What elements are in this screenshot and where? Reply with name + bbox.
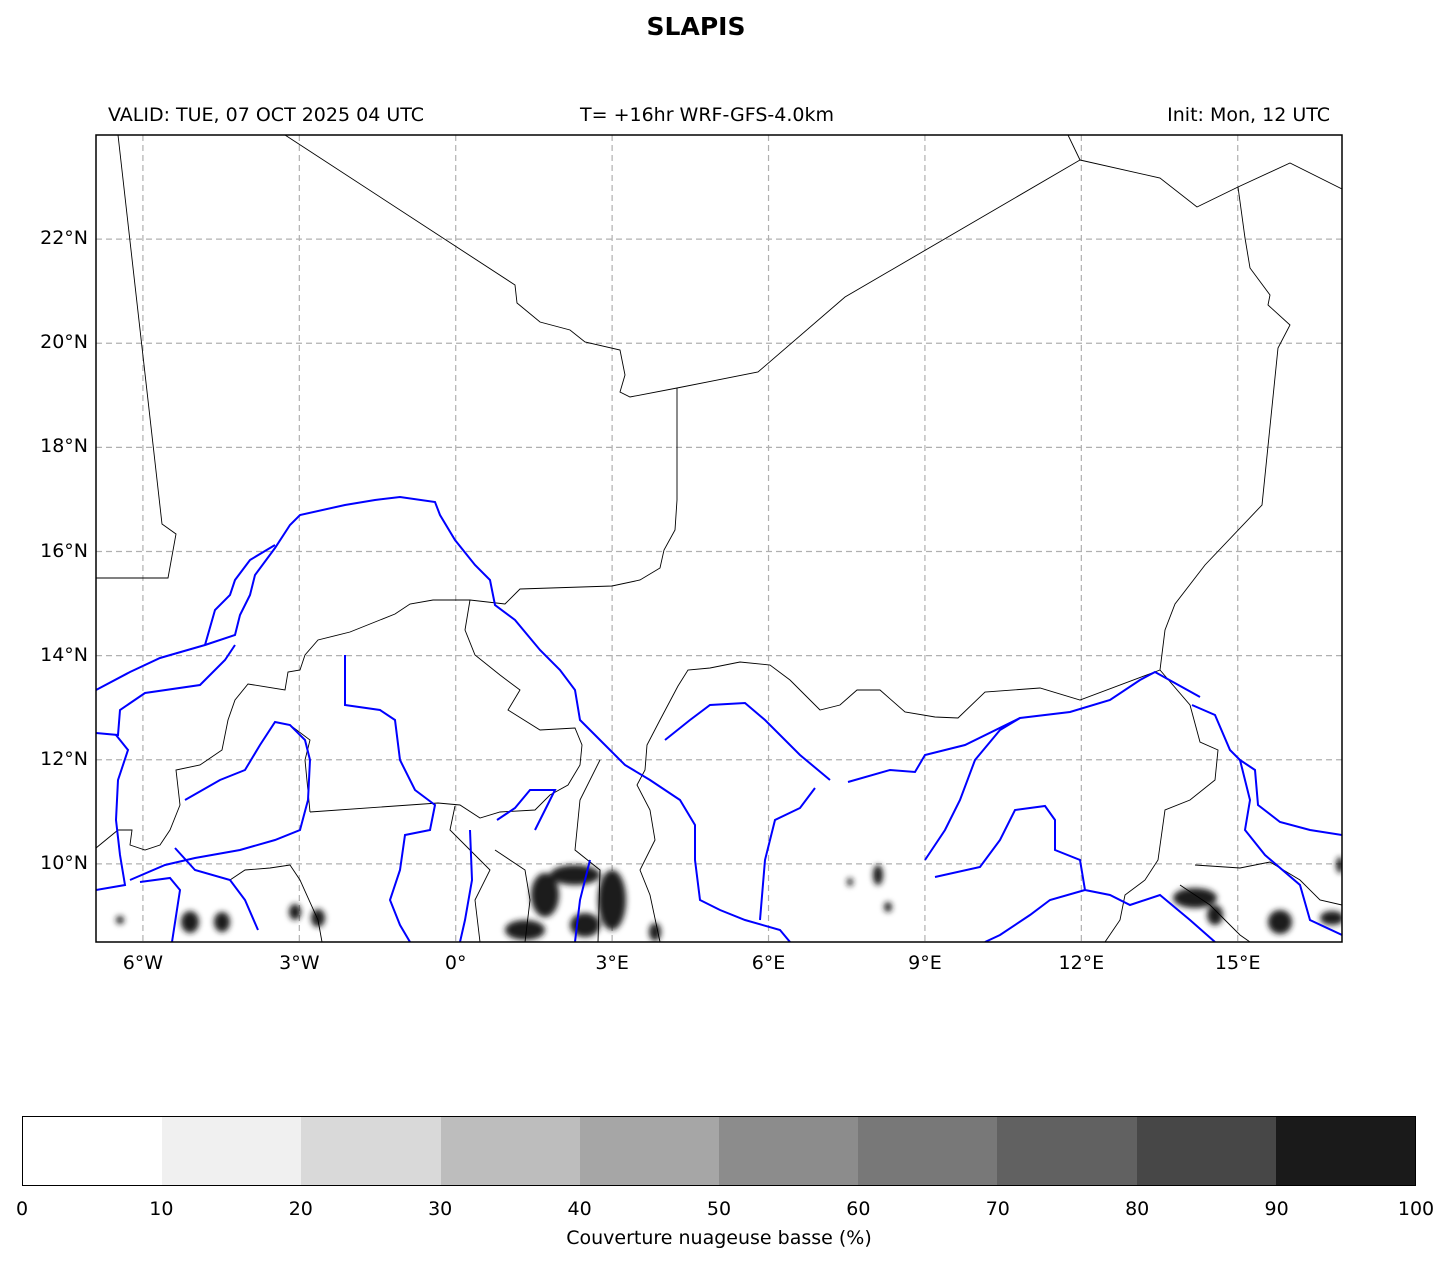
colorbar-tick-label: 50 (706, 1198, 732, 1220)
lon-tick-label: 0° (444, 952, 467, 974)
colorbar-bin (719, 1117, 859, 1185)
colorbar-tick-label: 100 (1397, 1198, 1435, 1220)
colorbar-bin (1136, 1117, 1276, 1185)
lon-tick-label: 3°E (595, 952, 629, 974)
colorbar-tick-label: 70 (985, 1198, 1010, 1220)
colorbar-bin (23, 1117, 163, 1185)
country-borders (96, 135, 1342, 942)
colorbar-tick-label: 30 (428, 1198, 453, 1220)
rivers (96, 495, 1342, 942)
map-title: SLAPIS (646, 12, 746, 41)
lon-tick-label: 12°E (1058, 952, 1105, 974)
lon-tick-label: 6°E (751, 952, 786, 974)
colorbar-tick-label: 80 (1125, 1198, 1150, 1220)
colorbar-tick-label: 60 (846, 1198, 871, 1220)
lat-tick-label: 22°N (40, 227, 88, 250)
colorbar (22, 1116, 1416, 1186)
colorbar-tick-label: 0 (15, 1198, 29, 1220)
init-time: Init: Mon, 12 UTC (1167, 104, 1330, 126)
gridlines (96, 135, 1342, 942)
lat-tick-label: 18°N (40, 435, 88, 458)
map-frame (95, 134, 1343, 943)
colorbar-bin (440, 1117, 580, 1185)
lat-tick-label: 10°N (40, 851, 88, 874)
colorbar-label: Couverture nuageuse basse (%) (566, 1227, 872, 1249)
lon-tick-label: 15°E (1214, 952, 1261, 974)
colorbar-tick-label: 40 (567, 1198, 592, 1220)
lon-tick-label: 9°E (908, 952, 942, 974)
cloud-cover-field (116, 857, 1342, 941)
lon-tick-label: 3°W (279, 952, 320, 974)
colorbar-bin (162, 1117, 302, 1185)
colorbar-bin (858, 1117, 998, 1185)
colorbar-bin (301, 1117, 441, 1185)
model-info: T= +16hr WRF-GFS-4.0km (580, 104, 834, 126)
colorbar-bin (997, 1117, 1137, 1185)
lat-tick-label: 20°N (40, 331, 88, 354)
lat-tick-label: 12°N (40, 747, 88, 770)
colorbar-tick-label: 90 (1264, 1198, 1289, 1220)
colorbar-bin (1275, 1117, 1416, 1185)
valid-time: VALID: TUE, 07 OCT 2025 04 UTC (108, 104, 424, 126)
lat-tick-label: 14°N (40, 643, 88, 666)
colorbar-bin (579, 1117, 720, 1185)
colorbar-tick-label: 10 (149, 1198, 174, 1220)
colorbar-tick-label: 20 (288, 1198, 313, 1220)
lat-tick-label: 16°N (40, 539, 88, 562)
lon-tick-label: 6°W (122, 952, 164, 974)
